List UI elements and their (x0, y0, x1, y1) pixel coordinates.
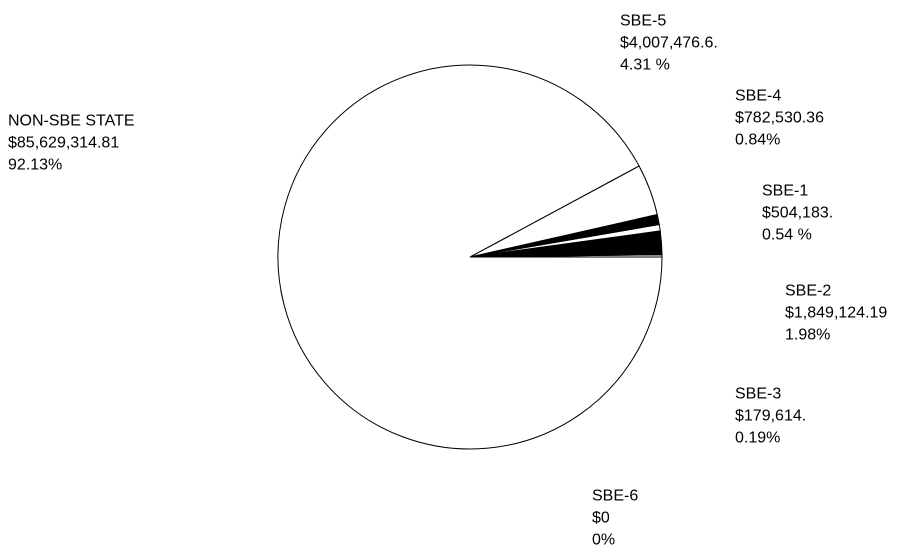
slice-amount: $85,629,314.81 (8, 134, 119, 151)
slice-percent: 0.54 % (762, 226, 812, 243)
slice-amount: $1,849,124.19 (785, 304, 887, 321)
slice-percent: 0% (592, 531, 615, 545)
slice-percent: 0.19% (735, 429, 780, 446)
slice-name: SBE-1 (762, 182, 808, 199)
slice-percent: 1.98% (785, 326, 830, 343)
slice-percent: 4.31 % (620, 56, 670, 73)
slice-amount: $4,007,476.6. (620, 34, 718, 51)
slice-name: SBE-5 (620, 12, 666, 29)
slice-name: SBE-3 (735, 385, 781, 402)
slice-name: SBE-4 (735, 87, 781, 104)
slice-name: SBE-6 (592, 487, 638, 504)
slice-name: SBE-2 (785, 282, 831, 299)
slice-percent: 92.13% (8, 156, 62, 173)
slice-amount: $504,183. (762, 204, 833, 221)
slice-percent: 0.84% (735, 131, 780, 148)
slice-amount: $179,614. (735, 407, 806, 424)
slice-amount: $0 (592, 509, 610, 526)
slice-name: NON-SBE STATE (8, 112, 135, 129)
slice-amount: $782,530.36 (735, 109, 824, 126)
